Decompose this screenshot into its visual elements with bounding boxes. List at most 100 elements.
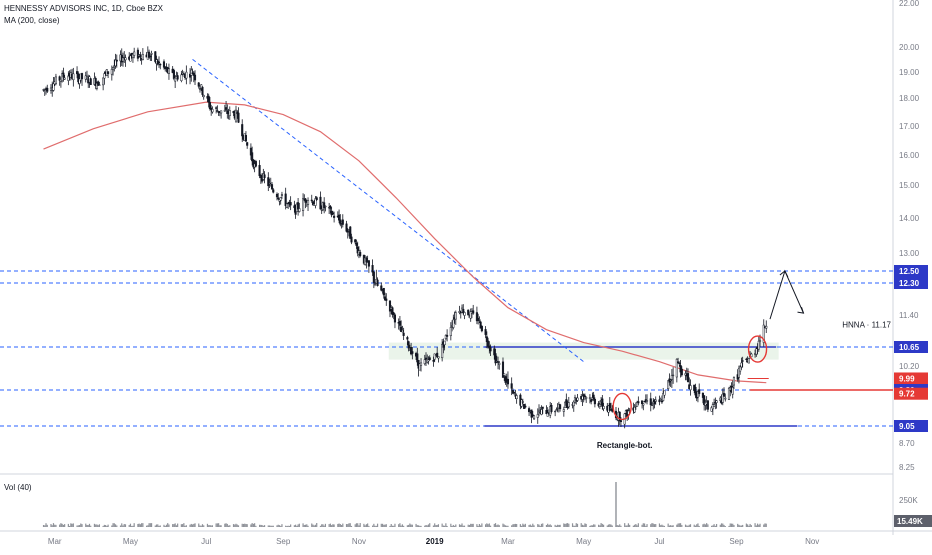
volume-bar (662, 525, 664, 527)
volume-bar (429, 523, 431, 527)
candle-body (154, 51, 157, 62)
volume-bar (400, 525, 402, 527)
volume-bar (635, 524, 637, 527)
volume-bar (493, 523, 495, 527)
volume-bar (571, 523, 574, 527)
volume-bar (105, 525, 107, 527)
candle-body (311, 201, 315, 205)
volume-bar (165, 524, 168, 527)
volume-bar (342, 523, 344, 527)
volume-bar (316, 523, 318, 527)
price-tag-bg-9-72 (894, 387, 928, 400)
volume-bar (528, 524, 530, 527)
volume-bar (540, 523, 543, 527)
volume-bar (522, 523, 524, 527)
candle-body (565, 399, 568, 406)
candle-body (232, 111, 235, 114)
volume-bar (323, 525, 325, 527)
volume-bar (332, 524, 334, 527)
candle-body (475, 312, 478, 322)
volume-bar (87, 525, 89, 527)
volume-bar (270, 525, 272, 527)
candle-body (494, 353, 497, 364)
candle-body (331, 212, 334, 215)
volume-bar (660, 525, 662, 527)
volume-bar (312, 524, 314, 527)
candle-body (619, 420, 623, 422)
candle-body (722, 393, 726, 397)
volume-bar (581, 524, 584, 527)
candle-body (198, 88, 202, 90)
volume-bar (629, 524, 631, 527)
price-tag-bg-12-50 (894, 265, 928, 277)
candle-body (520, 399, 523, 407)
volume-bar (590, 525, 592, 527)
y-tick-11-40: 11.40 (899, 311, 919, 320)
candle-body (546, 412, 549, 417)
volume-bar (381, 523, 384, 527)
candle-body (696, 391, 700, 398)
candle-body (89, 78, 92, 85)
volume-bar (189, 524, 191, 527)
candles-group (42, 46, 768, 429)
candle-body (678, 362, 681, 365)
candle-body (346, 231, 349, 233)
volume-bar (67, 523, 69, 527)
candle-body (489, 347, 492, 352)
volume-bar (155, 524, 158, 527)
x-tick-jul: Jul (201, 537, 211, 546)
candle-body (112, 67, 115, 70)
volume-bar (557, 524, 559, 527)
volume-bar (713, 524, 715, 527)
volume-bar (154, 525, 156, 527)
volume-bar (606, 525, 608, 527)
volume-bar (538, 524, 540, 527)
indicator-label: MA (200, close) (4, 16, 60, 25)
volume-bar (354, 524, 356, 527)
candle-body (441, 344, 444, 359)
candle-body (485, 336, 488, 343)
candle-body (750, 353, 753, 358)
volume-bar (401, 524, 404, 527)
candle-body (329, 206, 332, 209)
price-tag-12-50: 12.50 (899, 267, 920, 276)
candle-body (410, 347, 413, 355)
volume-bar (476, 524, 478, 527)
volume-bar (711, 525, 713, 527)
price-tag-12-30: 12.30 (899, 279, 920, 288)
volume-bar (715, 523, 718, 527)
volume-bar (389, 525, 391, 527)
candle-body (667, 380, 670, 389)
candle-body (359, 252, 362, 256)
volume-bar (148, 523, 150, 527)
volume-bar (393, 525, 395, 527)
candle-body (659, 399, 662, 401)
candle-body (401, 329, 404, 333)
candle-body (480, 325, 483, 332)
volume-bar (278, 525, 281, 527)
volume-bar (182, 524, 184, 527)
volume-bar (374, 525, 376, 527)
volume-bar (584, 523, 586, 527)
candle-body (521, 401, 524, 403)
candle-body (443, 340, 446, 346)
candle-body (592, 394, 595, 400)
candle-body (636, 402, 639, 407)
volume-bar (93, 523, 96, 527)
candle-body (354, 239, 357, 243)
candle-body (654, 399, 657, 402)
volume-bar (420, 525, 422, 527)
candle-body (653, 399, 656, 404)
volume-bar (399, 523, 401, 527)
volume-bar (720, 523, 723, 527)
volume-bar (290, 524, 292, 527)
candle-body (641, 400, 644, 404)
candle-body (338, 214, 341, 221)
candle-body (234, 109, 238, 122)
volume-bar (81, 524, 83, 527)
candle-body (58, 76, 61, 81)
volume-bar (331, 525, 333, 527)
volume-bar (645, 525, 647, 527)
candle-body (62, 72, 65, 78)
